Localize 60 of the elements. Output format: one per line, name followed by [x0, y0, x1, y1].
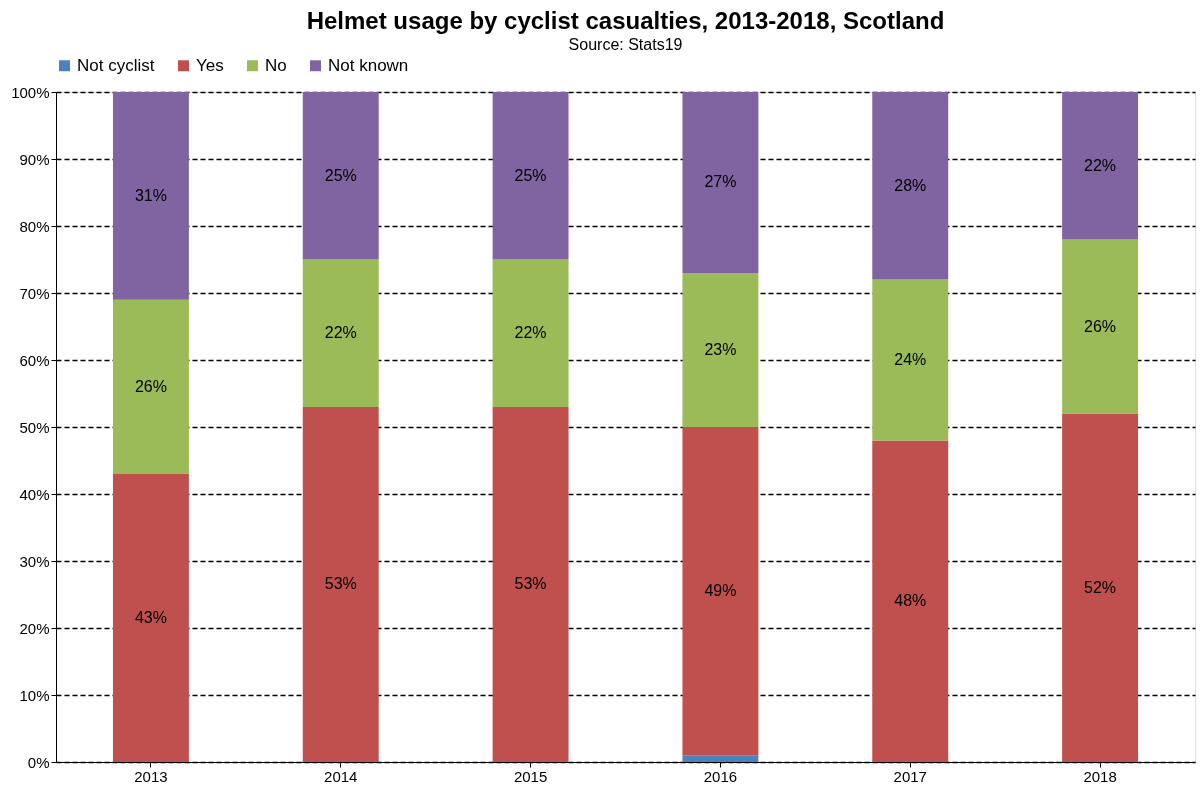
bar — [682, 755, 759, 762]
x-tick-label: 2015 — [513, 767, 548, 785]
bar — [492, 92, 569, 260]
legend-label: Not cyclist — [77, 55, 155, 75]
bar — [1062, 413, 1139, 762]
data-label: 52% — [1084, 578, 1117, 596]
y-tick-label: 0% — [27, 753, 50, 771]
data-label: 25% — [514, 166, 547, 184]
data-label: 31% — [134, 186, 167, 204]
bar — [112, 92, 189, 300]
data-label: 22% — [1084, 156, 1117, 174]
data-label: 26% — [1084, 317, 1117, 335]
data-label: 23% — [704, 340, 737, 358]
bar — [1062, 92, 1139, 240]
bar — [872, 279, 949, 441]
data-label: 28% — [894, 176, 927, 194]
bar — [492, 259, 569, 407]
bar — [492, 406, 569, 762]
x-tick-label: 2017 — [893, 767, 927, 785]
chart-title: Helmet usage by cyclist casualties, 2013-2018, Scotland — [306, 7, 945, 34]
bar — [112, 299, 189, 474]
legend-label: Not known — [328, 55, 409, 75]
bar — [682, 92, 759, 273]
data-label: 53% — [324, 575, 357, 593]
bar — [302, 259, 379, 407]
bar — [112, 473, 189, 762]
data-label: 24% — [894, 351, 927, 368]
source-note: Source: Stats19 — [568, 36, 683, 53]
y-tick-label: 70% — [19, 284, 50, 302]
bar — [872, 440, 949, 762]
y-tick-label: 20% — [19, 619, 50, 637]
bar — [682, 427, 759, 756]
bar — [682, 272, 759, 427]
legend-label: Yes — [196, 55, 224, 75]
x-tick-label: 2013 — [134, 767, 168, 785]
y-tick-label: 80% — [19, 217, 50, 235]
bar — [1062, 239, 1139, 414]
y-tick-label: 100% — [11, 83, 50, 101]
x-tick-label: 2018 — [1083, 767, 1117, 785]
x-tick-label: 2014 — [324, 767, 358, 785]
y-tick-label: 30% — [19, 552, 50, 570]
data-label: 27% — [704, 173, 737, 191]
data-label: 53% — [514, 575, 547, 593]
bar — [302, 406, 379, 762]
y-tick-label: 60% — [19, 351, 50, 369]
data-label: 22% — [324, 324, 357, 342]
y-tick-label: 10% — [19, 686, 50, 704]
data-label: 49% — [704, 582, 737, 600]
data-label: 48% — [894, 592, 927, 610]
x-tick-label: 2016 — [703, 767, 738, 785]
data-label: 25% — [324, 166, 357, 184]
y-tick-label: 50% — [19, 418, 50, 436]
bar — [302, 92, 379, 260]
data-label: 26% — [134, 377, 167, 395]
legend-label: No — [265, 55, 287, 75]
data-label: 43% — [134, 608, 167, 626]
y-tick-label: 90% — [19, 150, 50, 168]
bar — [872, 92, 949, 280]
y-tick-label: 40% — [19, 485, 50, 503]
data-label: 22% — [514, 324, 547, 342]
